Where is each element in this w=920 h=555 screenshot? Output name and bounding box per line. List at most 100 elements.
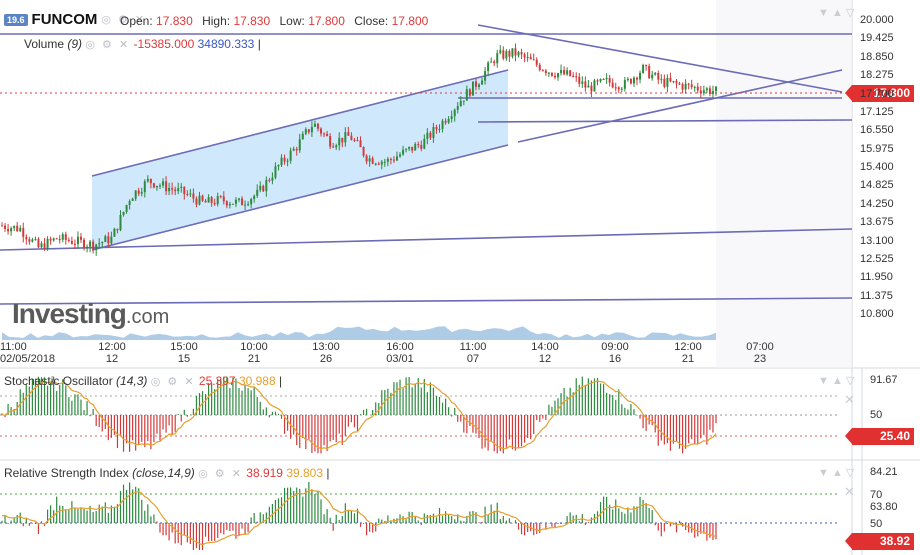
candle-body: [557, 73, 560, 78]
candle-body: [277, 165, 280, 167]
candle-body: [186, 193, 189, 195]
candle-body: [283, 157, 286, 162]
candle-body: [575, 76, 578, 78]
long-support-line: [0, 228, 853, 251]
candle-body: [280, 157, 283, 166]
rsi-signal-value: 39.803: [286, 466, 324, 480]
stochastic-tool-icons[interactable]: ◎ ⚙ ✕: [150, 376, 196, 388]
candle-body: [256, 189, 259, 196]
candle-body: [180, 186, 183, 188]
rsi-close-icon[interactable]: ✕: [844, 484, 855, 499]
rsi-signal-line: [1, 489, 717, 546]
candle-body: [520, 52, 523, 55]
candle-body: [484, 71, 487, 81]
candle-body: [450, 116, 453, 119]
candle-body: [399, 154, 402, 157]
volume-period: (9): [67, 37, 83, 51]
candle-body: [155, 185, 158, 188]
candle-body: [110, 236, 113, 244]
candle-body: [426, 132, 429, 139]
candle-body: [19, 228, 22, 232]
candle-body: [335, 145, 338, 148]
candle-body: [468, 89, 471, 96]
main-pane-controls-icon[interactable]: ▼ ▲ ▽: [818, 7, 855, 19]
candle-body: [478, 84, 481, 87]
candle-body: [493, 61, 496, 64]
candle-body: [611, 82, 614, 88]
stochastic-close-icon[interactable]: ✕: [844, 392, 855, 407]
candle-body: [146, 178, 149, 182]
candle-body: [70, 240, 73, 244]
rsi-axis-84: 84.21: [870, 466, 898, 478]
volume-tool-icons[interactable]: ◎ ⚙ ✕: [85, 39, 131, 51]
volume-value-2: 34890.333: [197, 37, 255, 51]
candle-body: [207, 197, 210, 203]
candle-body: [681, 84, 684, 90]
candle-body: [222, 196, 225, 202]
rsi-tool-icons[interactable]: ◎ ⚙ ✕: [198, 468, 243, 480]
candle-body: [617, 87, 620, 90]
candle-body: [632, 77, 635, 84]
time-tick-label: 16:00 03/01: [386, 341, 414, 365]
rsi-params: (close,14,9): [132, 466, 195, 480]
candle-body: [654, 72, 657, 75]
candle-body: [195, 198, 198, 205]
time-tick-label: 14:00 12: [531, 341, 559, 365]
candle-body: [298, 139, 301, 151]
candle-body: [377, 163, 380, 165]
candle-body: [553, 75, 556, 78]
candle-body: [362, 147, 365, 156]
logo-suffix: .com: [125, 306, 170, 328]
candle-body: [286, 160, 289, 162]
candle-body: [338, 137, 341, 146]
candle-body: [502, 50, 505, 59]
high-label: High:: [202, 14, 231, 28]
volume-area: [2, 326, 716, 340]
candle-body: [563, 70, 566, 75]
candle-body: [535, 59, 538, 65]
candle-body: [274, 166, 277, 178]
candle-body: [499, 50, 502, 54]
time-tick-label: 12:00 21: [674, 341, 702, 365]
candle-body: [657, 72, 660, 80]
rsi-label: Relative Strength Index: [4, 466, 129, 480]
bottom-support-line: [0, 297, 853, 305]
stochastic-value-k: 25.397: [198, 374, 236, 388]
candle-body: [620, 88, 623, 90]
header-tool-icons[interactable]: ◎ ⚙ ✕: [101, 14, 147, 26]
candle-body: [4, 225, 7, 229]
candle-body: [143, 181, 146, 193]
price-tick-label: 17.700: [860, 87, 894, 100]
candle-body: [332, 146, 335, 148]
candle-body: [456, 106, 459, 110]
stochastic-pane-controls-icon[interactable]: ▼ ▲ ▽: [818, 375, 855, 387]
time-tick-label: 07:00 23: [746, 341, 774, 365]
candle-body: [271, 177, 274, 181]
time-tick-label: 12:00 12: [98, 341, 126, 365]
candle-body: [572, 75, 575, 77]
candle-body: [605, 77, 608, 80]
candle-body: [508, 51, 511, 57]
candle-body: [408, 146, 411, 149]
price-tick-label: 19.425: [860, 32, 894, 45]
rsi-pane-controls-icon[interactable]: ▼ ▲ ▽: [818, 467, 855, 479]
candle-body: [356, 140, 359, 142]
symbol-name[interactable]: FUNCOM: [31, 11, 98, 28]
candle-body: [380, 161, 383, 165]
candle-body: [593, 80, 596, 92]
stochastic-value-tag: 25.40: [845, 428, 914, 445]
candle-body: [304, 129, 307, 134]
time-tick-label: 10:00 21: [240, 341, 268, 365]
candle-body: [64, 234, 67, 240]
candle-body: [162, 181, 165, 186]
candle-body: [514, 48, 517, 56]
candle-body: [231, 203, 234, 205]
rsi-value-tag: 38.92: [845, 533, 914, 550]
candle-body: [128, 201, 131, 206]
price-tick-label: 10.800: [860, 308, 894, 320]
candle-body: [368, 158, 371, 162]
rsi-axis-50: 50: [870, 518, 883, 530]
candle-body: [547, 72, 550, 74]
candle-body: [353, 140, 356, 142]
